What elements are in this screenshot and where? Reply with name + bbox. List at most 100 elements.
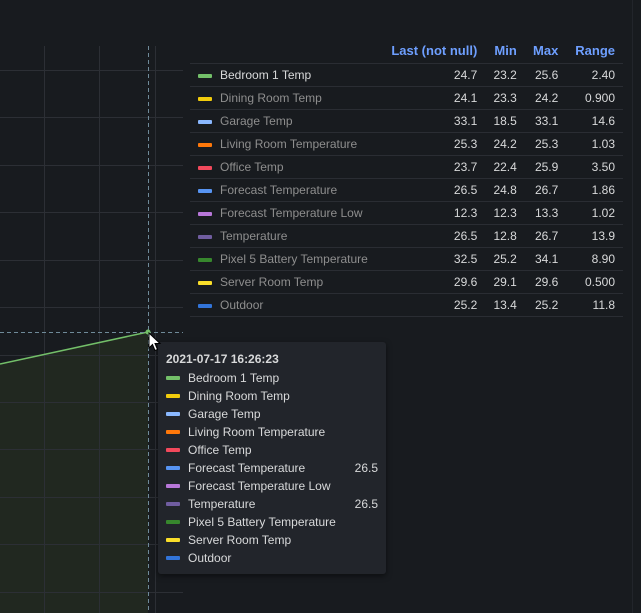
tooltip-timestamp: 2021-07-17 16:26:23 — [166, 352, 279, 366]
series-color-swatch-icon[interactable] — [198, 96, 212, 101]
legend-series-label[interactable]: Dining Room Temp — [220, 91, 322, 105]
legend-row[interactable]: Temperature 26.5 12.8 26.7 13.9 — [190, 224, 623, 248]
legend-last-value: 12.3 — [373, 201, 478, 225]
tooltip-series-name: Outdoor — [188, 551, 232, 565]
legend-series-name[interactable]: Garage Temp — [190, 109, 374, 133]
legend-range-value: 3.50 — [558, 155, 623, 179]
legend-table: Last (not null) Min Max Range Bedroom 1 … — [190, 38, 623, 317]
series-color-swatch-icon[interactable] — [198, 119, 212, 124]
series-color-swatch-icon[interactable] — [198, 73, 212, 78]
legend-series-label[interactable]: Outdoor — [220, 298, 264, 312]
tooltip-row: Office Temp — [166, 441, 378, 459]
legend-range-value: 13.9 — [558, 224, 623, 248]
legend-max-value: 34.1 — [516, 247, 559, 271]
series-color-swatch-icon[interactable] — [198, 234, 212, 239]
series-color-swatch-icon — [166, 520, 180, 524]
legend-row[interactable]: Server Room Temp 29.6 29.1 29.6 0.500 — [190, 270, 623, 294]
tooltip-series-name: Garage Temp — [188, 407, 261, 421]
legend-range-value: 14.6 — [558, 109, 623, 133]
series-color-swatch-icon[interactable] — [198, 303, 212, 308]
legend-header-max[interactable]: Max — [533, 43, 559, 58]
series-color-swatch-icon — [166, 376, 180, 380]
series-color-swatch-icon — [166, 466, 180, 470]
legend-series-name[interactable]: Pixel 5 Battery Temperature — [190, 247, 374, 271]
legend-series-label[interactable]: Office Temp — [220, 160, 284, 174]
legend-max-value: 26.7 — [516, 224, 559, 248]
legend-row[interactable]: Outdoor 25.2 13.4 25.2 11.8 — [190, 293, 623, 317]
tooltip-row: Pixel 5 Battery Temperature — [166, 513, 378, 531]
legend-last-value: 25.3 — [373, 132, 478, 156]
legend-range-value: 1.02 — [558, 201, 623, 225]
tooltip-series-name: Server Room Temp — [188, 533, 292, 547]
tooltip-series-name: Pixel 5 Battery Temperature — [188, 515, 336, 529]
legend-header-row: Last (not null) Min Max Range — [190, 38, 623, 64]
series-color-swatch-icon[interactable] — [198, 165, 212, 170]
legend-max-value: 25.3 — [516, 132, 559, 156]
legend-last-value: 26.5 — [373, 224, 478, 248]
legend-header-min[interactable]: Min — [494, 43, 517, 58]
legend-series-label[interactable]: Forecast Temperature Low — [220, 206, 363, 220]
legend-series-name[interactable]: Temperature — [190, 224, 374, 248]
legend-row[interactable]: Living Room Temperature 25.3 24.2 25.3 1.03 — [190, 132, 623, 156]
legend-series-name[interactable]: Living Room Temperature — [190, 132, 374, 156]
legend-min-value: 13.4 — [477, 293, 517, 317]
legend-series-label[interactable]: Garage Temp — [220, 114, 293, 128]
legend-series-label[interactable]: Forecast Temperature — [220, 183, 338, 197]
legend-max-value: 13.3 — [516, 201, 559, 225]
tooltip-series-name: Forecast Temperature — [188, 461, 306, 475]
chart-plot-area[interactable] — [0, 46, 183, 613]
tooltip-row: Garage Temp — [166, 405, 378, 423]
legend-series-name[interactable]: Forecast Temperature — [190, 178, 374, 202]
legend-series-label[interactable]: Server Room Temp — [220, 275, 324, 289]
tooltip-row: Dining Room Temp — [166, 387, 378, 405]
legend-row[interactable]: Office Temp 23.7 22.4 25.9 3.50 — [190, 155, 623, 179]
series-color-swatch-icon[interactable] — [198, 211, 212, 216]
panel-scrollbar-track[interactable] — [632, 0, 633, 613]
legend-series-label[interactable]: Temperature — [220, 229, 288, 243]
series-color-swatch-icon — [166, 448, 180, 452]
legend-last-value: 26.5 — [373, 178, 478, 202]
legend-series-name[interactable]: Server Room Temp — [190, 270, 374, 294]
series-color-swatch-icon[interactable] — [198, 188, 212, 193]
legend-series-name[interactable]: Dining Room Temp — [190, 86, 374, 110]
legend-series-label[interactable]: Pixel 5 Battery Temperature — [220, 252, 368, 266]
legend-series-name[interactable]: Office Temp — [190, 155, 374, 179]
series-color-swatch-icon[interactable] — [198, 257, 212, 262]
legend-row[interactable]: Bedroom 1 Temp 24.7 23.2 25.6 2.40 — [190, 63, 623, 87]
legend-row[interactable]: Forecast Temperature Low 12.3 12.3 13.3 1.02 — [190, 201, 623, 225]
legend-row[interactable]: Dining Room Temp 24.1 23.3 24.2 0.900 — [190, 86, 623, 110]
tooltip-row: Forecast Temperature 26.5 — [166, 459, 378, 477]
legend-range-value: 0.500 — [558, 270, 623, 294]
legend-last-value: 24.7 — [373, 63, 478, 87]
tooltip-row: Server Room Temp — [166, 531, 378, 549]
legend-series-name[interactable]: Bedroom 1 Temp — [190, 63, 374, 87]
chart-canvas — [0, 46, 183, 613]
legend-min-value: 18.5 — [477, 109, 517, 133]
legend-min-value: 24.8 — [477, 178, 517, 202]
legend-series-name[interactable]: Outdoor — [190, 293, 374, 317]
legend-range-value: 2.40 — [558, 63, 623, 87]
legend-max-value: 25.9 — [516, 155, 559, 179]
legend-range-value: 8.90 — [558, 247, 623, 271]
legend-row[interactable]: Forecast Temperature 26.5 24.8 26.7 1.86 — [190, 178, 623, 202]
legend-series-label[interactable]: Bedroom 1 Temp — [220, 68, 312, 82]
legend-series-label[interactable]: Living Room Temperature — [220, 137, 358, 151]
legend-min-value: 12.3 — [477, 201, 517, 225]
tooltip-row: Bedroom 1 Temp — [166, 369, 378, 387]
legend-last-value: 23.7 — [373, 155, 478, 179]
tooltip-row: Living Room Temperature — [166, 423, 378, 441]
legend-row[interactable]: Garage Temp 33.1 18.5 33.1 14.6 — [190, 109, 623, 133]
series-color-swatch-icon[interactable] — [198, 142, 212, 147]
legend-header-last[interactable]: Last (not null) — [391, 43, 478, 58]
legend-min-value: 12.8 — [477, 224, 517, 248]
tooltip-row: Temperature 26.5 — [166, 495, 378, 513]
legend-min-value: 22.4 — [477, 155, 517, 179]
legend-series-name[interactable]: Forecast Temperature Low — [190, 201, 374, 225]
grid-lines — [0, 46, 183, 613]
series-color-swatch-icon — [166, 502, 180, 506]
legend-row[interactable]: Pixel 5 Battery Temperature 32.5 25.2 34.1 8… — [190, 247, 623, 271]
tooltip-series-name: Living Room Temperature — [188, 425, 326, 439]
legend-range-value: 1.86 — [558, 178, 623, 202]
series-color-swatch-icon[interactable] — [198, 280, 212, 285]
legend-header-range[interactable]: Range — [575, 43, 615, 58]
